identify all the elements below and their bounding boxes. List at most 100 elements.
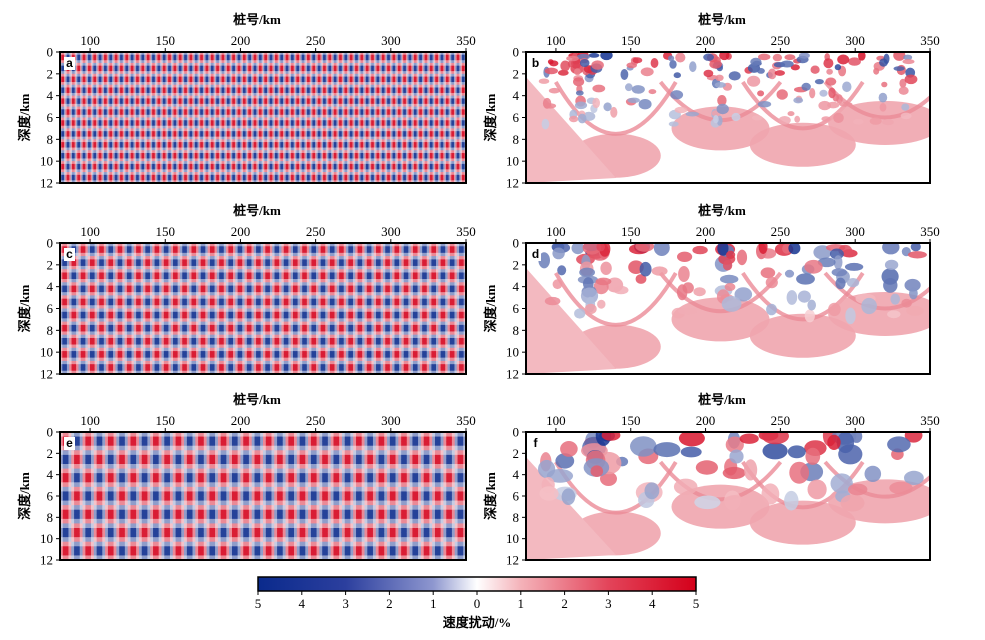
cell (61, 103, 64, 107)
cell (90, 87, 93, 91)
cell (82, 62, 85, 67)
cell (73, 152, 76, 157)
cell (61, 95, 64, 99)
cell (84, 82, 86, 86)
cell (65, 133, 68, 138)
cell (93, 52, 96, 56)
cell (77, 131, 80, 135)
cell (100, 95, 102, 99)
cell (84, 166, 86, 170)
cell (94, 144, 97, 148)
cell (81, 95, 84, 99)
cell (98, 79, 101, 83)
cell (66, 87, 69, 91)
cell (100, 112, 102, 116)
cell (100, 79, 102, 83)
cell (88, 174, 90, 178)
cell (93, 71, 96, 75)
cell (84, 136, 86, 140)
cell (61, 128, 64, 132)
cell (65, 76, 68, 80)
cell (101, 142, 104, 146)
cell (81, 133, 84, 138)
cell (97, 68, 100, 72)
cell (73, 54, 76, 58)
cell (65, 106, 68, 110)
cell (78, 144, 81, 148)
cell (74, 79, 77, 83)
cell (93, 155, 96, 159)
cell (62, 152, 65, 157)
cell (81, 60, 84, 64)
cell (61, 90, 64, 94)
cell (64, 112, 66, 116)
cell (92, 128, 94, 132)
cell (64, 87, 66, 91)
cell (72, 98, 74, 102)
cell (98, 52, 101, 56)
cell (68, 180, 70, 183)
cell (66, 152, 69, 157)
cell (82, 166, 85, 170)
cell (61, 62, 64, 67)
cell (78, 103, 81, 107)
cell (97, 142, 100, 146)
cell (64, 133, 66, 138)
cell (64, 144, 66, 148)
cell (64, 152, 66, 157)
cell (96, 125, 98, 129)
cell (89, 87, 92, 91)
cell (100, 152, 102, 157)
cell (97, 62, 100, 67)
cell (89, 84, 92, 88)
cell (77, 147, 80, 151)
cell (92, 109, 94, 113)
cell (85, 169, 88, 173)
cell (72, 177, 74, 181)
cell (74, 161, 77, 165)
cell (101, 54, 104, 58)
cell (84, 117, 86, 121)
cell (85, 120, 88, 124)
cell (73, 71, 76, 75)
cell (88, 172, 90, 176)
cell (76, 163, 78, 168)
cell (82, 92, 85, 97)
cell (77, 92, 80, 97)
cell (94, 139, 97, 143)
cell (96, 98, 98, 102)
cell (89, 133, 92, 138)
cell (101, 103, 104, 107)
cell (88, 155, 90, 159)
cell (88, 169, 90, 173)
cell (100, 73, 102, 77)
cell (72, 82, 74, 86)
cell (62, 112, 65, 116)
cell (90, 60, 93, 64)
cell (77, 65, 80, 69)
cell (70, 142, 73, 146)
cell (65, 90, 68, 94)
cell (62, 68, 65, 72)
cell (77, 114, 80, 118)
cell (88, 90, 90, 94)
cell (94, 101, 97, 105)
cell (64, 103, 66, 107)
cell (88, 106, 90, 110)
cell (66, 114, 69, 118)
cell (81, 82, 84, 86)
cell (74, 57, 77, 61)
cell (97, 152, 100, 157)
cell (97, 120, 100, 124)
cell (69, 117, 72, 121)
cell (66, 128, 69, 132)
cell (92, 139, 94, 143)
cell (89, 114, 92, 118)
cell (94, 114, 97, 118)
cell (101, 87, 104, 91)
cell (100, 128, 102, 132)
cell (76, 142, 78, 146)
cell (76, 92, 78, 97)
cell (73, 73, 76, 77)
cell (89, 174, 92, 178)
